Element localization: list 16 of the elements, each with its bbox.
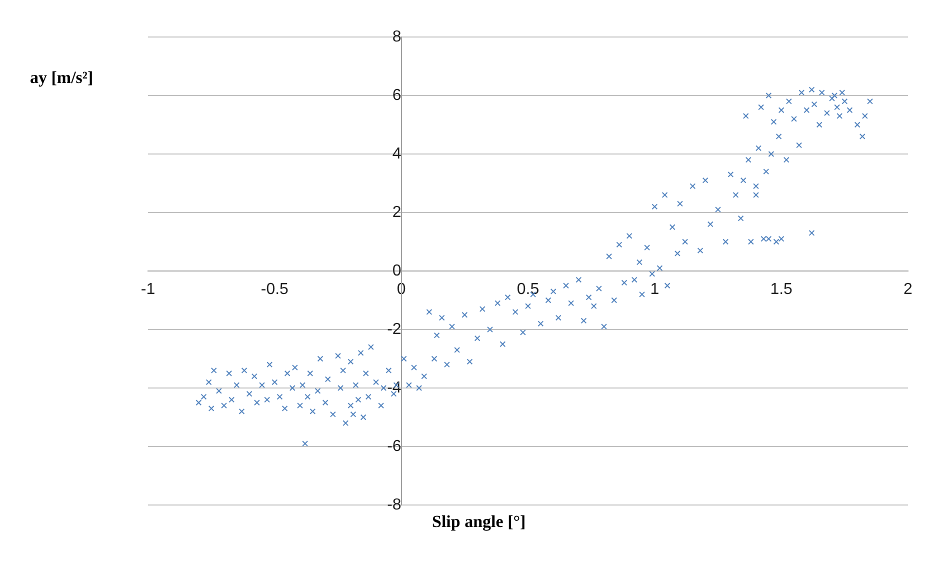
- y-tick-label: -6: [387, 438, 402, 455]
- y-tick-label: 8: [392, 28, 402, 46]
- y-tick-label: -8: [387, 496, 402, 514]
- x-axis-title: Slip angle [°]: [432, 512, 526, 532]
- x-tick-label: 1: [650, 281, 660, 298]
- y-tick-label: 0: [392, 262, 402, 280]
- x-tick-label: -1: [140, 281, 156, 298]
- y-tick-label: 2: [392, 204, 402, 221]
- y-axis-title: ay [m/s²]: [30, 68, 94, 88]
- x-tick-label: 0.5: [516, 281, 540, 298]
- y-tick-label: 4: [392, 145, 402, 162]
- x-tick-label: -0.5: [260, 281, 289, 298]
- y-tick-label: -2: [387, 320, 402, 338]
- y-tick-label: 6: [392, 86, 402, 104]
- x-tick-label: 2: [904, 281, 913, 298]
- x-tick-label: 1.5: [770, 281, 793, 298]
